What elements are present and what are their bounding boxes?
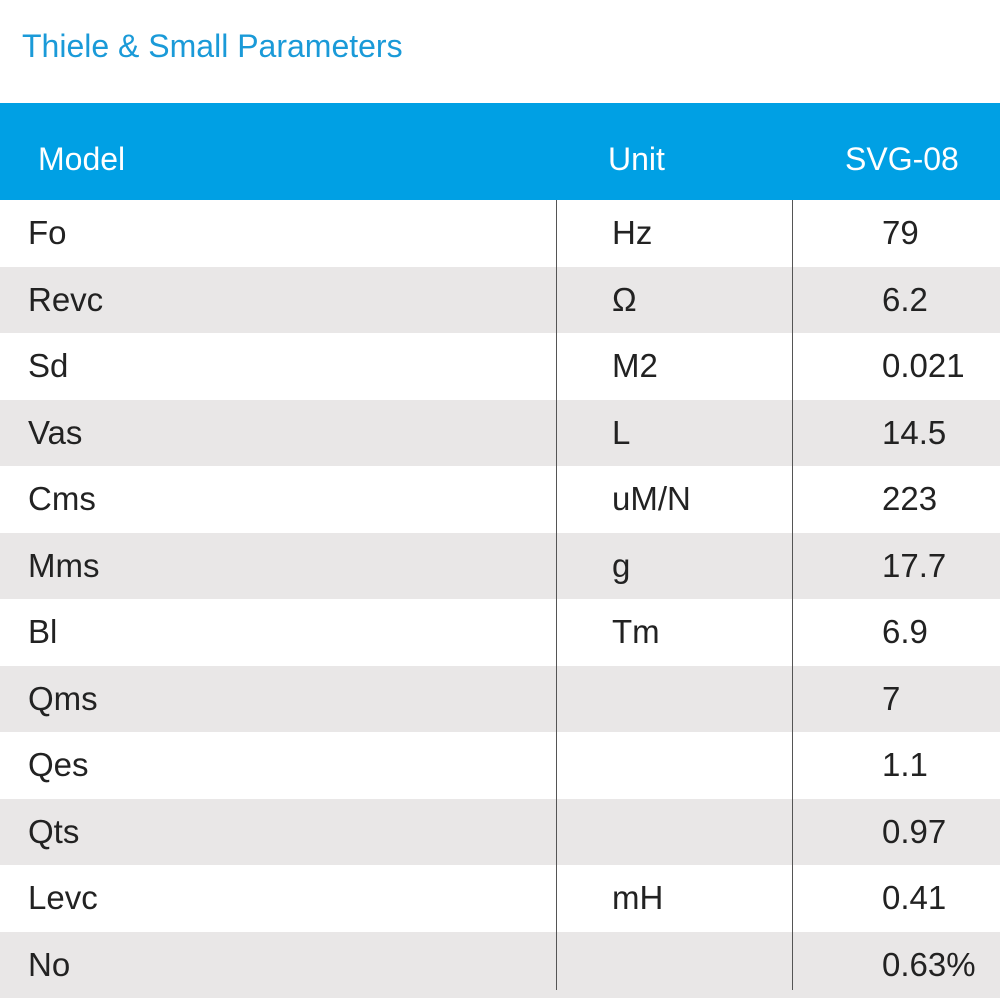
param-cell: No [28,945,71,983]
unit-cell: g [612,546,631,584]
param-cell: Fo [28,214,67,251]
value-cell: 17.7 [882,546,947,584]
unit-cell: L [612,413,631,451]
table-row: Cms uM/N 223 [0,466,1000,533]
param-cell: Levc [28,879,98,916]
param-cell: Vas [28,413,83,451]
unit-cell: Ω [612,280,637,318]
param-cell: Sd [28,347,69,384]
table-row: No 0.63% [0,931,1000,998]
table-row: Qms 7 [0,665,1000,732]
value-cell: 223 [882,480,938,517]
value-cell: 0.021 [882,347,965,384]
unit-cell: Hz [612,214,653,251]
table-row: Bl Tm 6.9 [0,599,1000,666]
column-header: SVG-08 [845,141,959,177]
table-header: Model Unit SVG-08 [0,103,1000,200]
unit-cell: mH [612,879,664,916]
table-row: Vas L 14.5 [0,399,1000,466]
param-cell: Qms [28,679,98,717]
table-row: Mms g 17.7 [0,532,1000,599]
value-cell: 1.1 [882,746,928,783]
param-cell: Qes [28,746,89,783]
table-row: Revc Ω 6.2 [0,266,1000,333]
value-cell: 6.2 [882,280,928,318]
column-header: Model [38,141,126,177]
value-cell: 14.5 [882,413,947,451]
value-cell: 6.9 [882,613,928,650]
param-cell: Qts [28,812,80,850]
column-header: Unit [608,141,665,177]
unit-cell: uM/N [612,480,691,517]
param-cell: Bl [28,613,58,650]
table-row: Sd M2 0.021 [0,333,1000,400]
value-cell: 0.97 [882,812,947,850]
unit-cell: Tm [612,613,660,650]
value-cell: 79 [882,214,919,251]
value-cell: 0.63% [882,945,976,983]
table-row: Qes 1.1 [0,732,1000,799]
column-divider [792,200,793,990]
table-row: Levc mH 0.41 [0,865,1000,932]
param-cell: Revc [28,280,104,318]
param-cell: Mms [28,546,100,584]
param-cell: Cms [28,480,96,517]
table-row: Fo Hz 79 [0,200,1000,267]
column-divider [556,200,557,990]
value-cell: 0.41 [882,879,947,916]
table-row: Qts 0.97 [0,798,1000,865]
title: Thiele & Small Parameters [22,28,403,64]
value-cell: 7 [882,679,901,717]
unit-cell: M2 [612,347,658,384]
